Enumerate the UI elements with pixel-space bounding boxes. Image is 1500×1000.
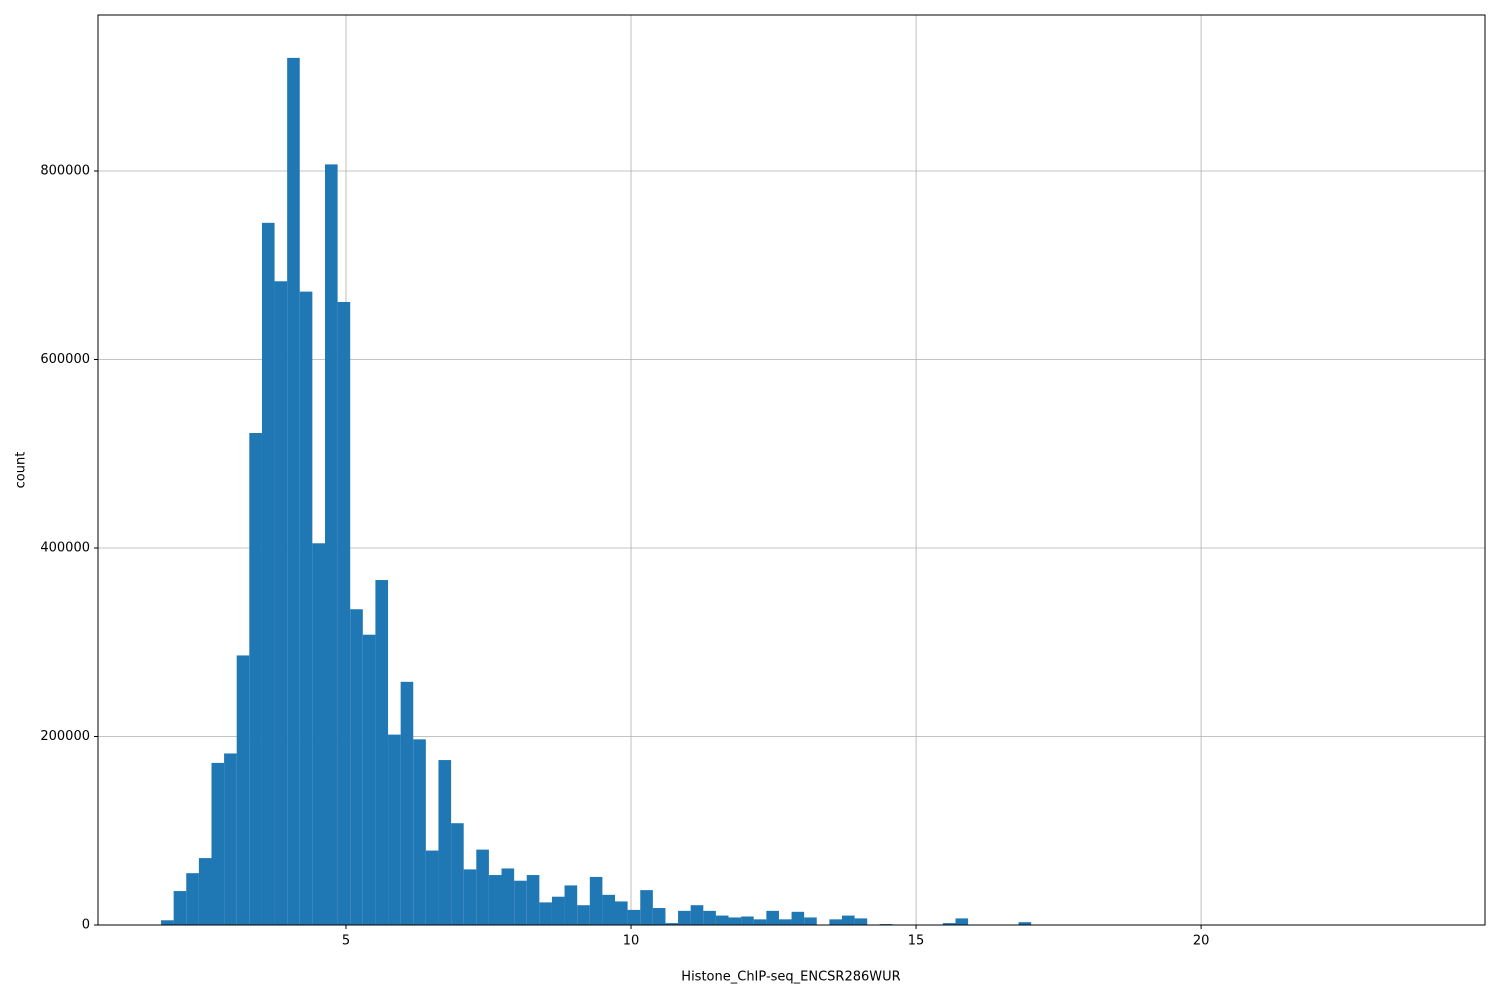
- bar: [627, 909, 641, 925]
- bar: [577, 905, 590, 925]
- x-axis-label: Histone_ChIP-seq_ENCSR286WUR: [681, 970, 900, 985]
- bar: [703, 910, 716, 925]
- bar: [350, 609, 363, 925]
- bar: [186, 873, 199, 925]
- bar: [312, 543, 326, 925]
- bar: [728, 917, 742, 925]
- bar: [766, 910, 779, 925]
- bar: [564, 885, 578, 925]
- y-tick-label: 200000: [40, 729, 90, 744]
- bar: [804, 917, 817, 925]
- bar: [337, 301, 351, 926]
- bar: [362, 634, 376, 925]
- bar: [615, 901, 628, 925]
- x-tick-label: 10: [623, 934, 640, 949]
- bar: [451, 823, 464, 925]
- y-tick-label: 0: [82, 918, 90, 933]
- bar: [514, 880, 527, 925]
- bar: [652, 908, 666, 925]
- x-tick-label: 15: [908, 934, 925, 949]
- bar: [955, 918, 969, 925]
- bar: [842, 915, 855, 925]
- x-tick-label: 5: [342, 934, 350, 949]
- bar: [413, 739, 426, 925]
- bar: [665, 923, 679, 925]
- bar: [236, 655, 250, 925]
- bar: [438, 760, 452, 925]
- y-tick-label: 800000: [40, 163, 90, 178]
- bar: [715, 915, 729, 925]
- bar: [274, 281, 288, 926]
- bar: [249, 433, 262, 925]
- y-axis-label: count: [14, 452, 29, 489]
- bar: [854, 918, 868, 925]
- bar: [173, 891, 187, 925]
- bar: [388, 734, 401, 925]
- bar: [791, 911, 805, 925]
- bar: [375, 580, 389, 925]
- bar: [261, 222, 275, 926]
- bar: [690, 905, 704, 925]
- x-tick-label: 20: [1193, 934, 1210, 949]
- bar: [161, 920, 174, 925]
- bar: [198, 858, 212, 925]
- bar: [211, 762, 225, 925]
- bar: [640, 890, 653, 925]
- plot-frame: [97, 14, 1486, 926]
- bar: [539, 902, 552, 925]
- bar: [526, 875, 540, 925]
- bar: [551, 896, 565, 925]
- bar: [753, 919, 767, 925]
- bar: [829, 919, 843, 925]
- bar: [942, 923, 956, 925]
- bar: [501, 868, 515, 925]
- bar: [1018, 922, 1032, 925]
- y-tick-label: 400000: [40, 540, 90, 555]
- bar: [325, 164, 338, 925]
- bar: [287, 57, 300, 925]
- bar: [488, 875, 502, 925]
- bar: [400, 681, 414, 925]
- bar: [741, 916, 754, 925]
- bar: [476, 849, 489, 925]
- bar: [589, 876, 603, 925]
- bar: [678, 910, 691, 925]
- bar: [463, 869, 477, 925]
- bar: [778, 919, 792, 925]
- bar: [299, 291, 313, 926]
- y-tick-label: 600000: [40, 352, 90, 367]
- bar: [224, 753, 237, 925]
- bar: [602, 894, 616, 925]
- bar: [425, 850, 439, 925]
